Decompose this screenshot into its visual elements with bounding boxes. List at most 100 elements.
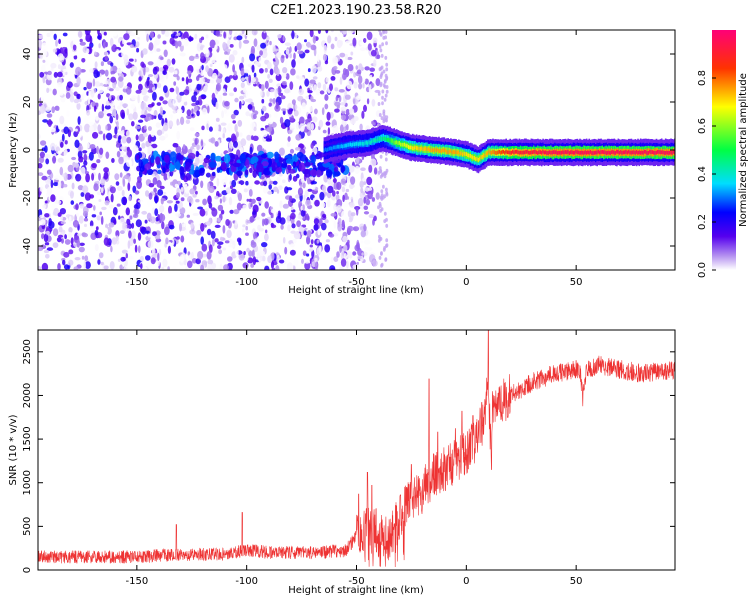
noise-blob [103, 171, 109, 180]
band-blob [340, 165, 346, 172]
noise-blob [303, 260, 311, 264]
signal-cell [579, 151, 581, 155]
noise-blob [183, 37, 189, 47]
signal-cell [392, 139, 394, 143]
signal-cell [554, 150, 556, 155]
noise-blob [128, 256, 134, 260]
noise-blob [233, 209, 240, 215]
noise-blob [353, 71, 357, 78]
noise-blob [94, 244, 99, 251]
noise-blob [83, 217, 89, 222]
noise-blob [192, 194, 197, 198]
noise-blob [238, 180, 245, 186]
band-blob [263, 167, 271, 176]
noise-blob [200, 95, 207, 100]
signal-cell [566, 150, 568, 155]
noise-blob [359, 47, 366, 52]
signal-cell [564, 150, 567, 154]
signal-cell [587, 150, 589, 155]
noise-blob [253, 126, 257, 132]
noise-blob [46, 87, 50, 94]
noise-blob [332, 178, 337, 183]
signal-cell [442, 148, 444, 153]
noise-blob [97, 124, 101, 132]
signal-cell [609, 151, 612, 155]
noise-blob [247, 257, 254, 264]
noise-blob [355, 194, 358, 204]
signal-cell [570, 150, 572, 155]
noise-blob [155, 122, 161, 128]
noise-blob [295, 147, 301, 151]
noise-blob [161, 266, 165, 270]
band-blob [216, 167, 221, 174]
noise-blob [93, 183, 99, 192]
noise-blob [293, 231, 301, 240]
signal-cell [635, 150, 638, 154]
signal-cell [465, 152, 468, 156]
noise-blob [224, 54, 228, 59]
noise-blob [284, 42, 291, 46]
noise-blob [57, 263, 61, 270]
noise-blob [83, 153, 88, 163]
noise-blob [339, 266, 344, 270]
noise-blob [241, 56, 245, 64]
noise-blob [307, 188, 313, 192]
noise-blob [373, 167, 378, 175]
noise-blob [109, 115, 114, 124]
signal-cell [344, 143, 347, 148]
signal-cell [493, 150, 496, 155]
signal-cell [508, 150, 510, 155]
noise-blob [95, 226, 99, 231]
signal-cell [572, 150, 575, 155]
noise-blob [172, 110, 177, 114]
noise-blob [123, 174, 130, 180]
noise-blob [311, 249, 315, 259]
snr-frame [37, 329, 676, 571]
noise-blob [45, 178, 52, 185]
signal-cell [396, 140, 398, 145]
signal-cell [530, 150, 533, 155]
signal-cell [460, 151, 463, 155]
noise-blob [293, 52, 296, 60]
noise-blob [196, 75, 200, 82]
x-tick-label: 0 [463, 277, 469, 288]
noise-blob [100, 261, 104, 266]
noise-blob [282, 203, 289, 209]
signal-cell [415, 146, 418, 150]
noise-blob [89, 220, 94, 228]
noise-blob [245, 254, 249, 262]
noise-blob [59, 115, 65, 125]
noise-blob [76, 239, 81, 248]
noise-blob [118, 215, 121, 220]
signal-cell [426, 147, 428, 152]
noise-blob [316, 247, 322, 256]
noise-blob [58, 226, 63, 233]
noise-blob [267, 74, 270, 79]
noise-blob [205, 172, 211, 178]
noise-blob [55, 138, 59, 142]
signal-cell [574, 150, 576, 155]
band-blob [214, 155, 223, 162]
signal-cell [361, 141, 364, 146]
noise-blob [220, 209, 225, 215]
noise-blob [314, 199, 320, 207]
colorbar-ticks: 0.00.20.40.60.8 [697, 70, 716, 278]
noise-blob [156, 129, 163, 136]
noise-blob [295, 121, 300, 130]
noise-blob [115, 143, 121, 148]
noise-blob [109, 37, 114, 47]
signal-cell [454, 150, 456, 155]
noise-blob [355, 65, 359, 70]
noise-blob [145, 30, 151, 36]
noise-blob [181, 77, 185, 82]
noise-blob [150, 130, 155, 138]
noise-blob [42, 204, 47, 209]
noise-blob [307, 118, 313, 122]
noise-blob [222, 225, 226, 234]
noise-blob [279, 147, 285, 156]
noise-blob [245, 232, 249, 236]
noise-blob [359, 41, 364, 46]
noise-blob [314, 257, 318, 262]
signal-cell [400, 142, 402, 147]
noise-blob [175, 55, 181, 59]
